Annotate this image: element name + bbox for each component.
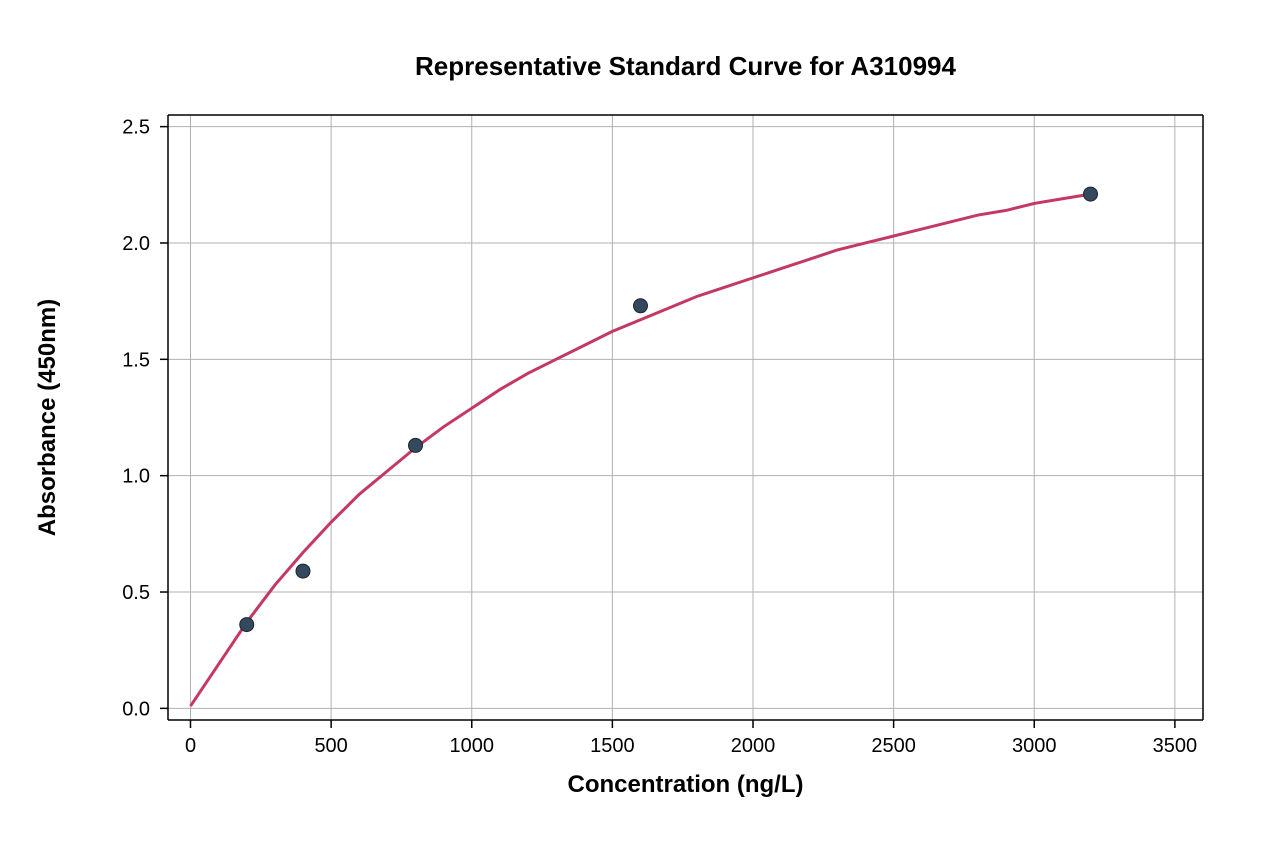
- x-tick-label: 2000: [731, 735, 776, 757]
- x-tick-label: 0: [185, 735, 196, 757]
- x-axis-label: Concentration (ng/L): [568, 771, 804, 798]
- data-point: [409, 438, 423, 452]
- y-tick-label: 1.5: [122, 349, 150, 371]
- x-tick-label: 3000: [1012, 735, 1057, 757]
- y-tick-labels: 0.0 0.5 1.0 1.5 2.0 2.5: [122, 117, 150, 721]
- y-tick-label: 2.5: [122, 117, 150, 139]
- chart-title: Representative Standard Curve for A31099…: [415, 51, 956, 81]
- y-tick-label: 0.0: [122, 698, 150, 720]
- plot-background: [168, 115, 1203, 720]
- y-tick-label: 1.0: [122, 466, 150, 488]
- x-tick-label: 1500: [590, 735, 635, 757]
- data-point: [296, 564, 310, 578]
- data-point: [240, 618, 254, 632]
- chart-container: 0 500 1000 1500 2000 2500 3000 3500 0.0 0.5 1.0 1.…: [0, 0, 1280, 845]
- x-tick-labels: 0 500 1000 1500 2000 2500 3000 3500: [185, 735, 1197, 757]
- standard-curve-chart: 0 500 1000 1500 2000 2500 3000 3500 0.0 0.5 1.0 1.…: [0, 0, 1280, 845]
- data-point: [634, 299, 648, 313]
- x-tick-label: 500: [314, 735, 347, 757]
- x-tick-label: 1000: [450, 735, 495, 757]
- data-point: [1084, 187, 1098, 201]
- x-tick-label: 3500: [1153, 735, 1198, 757]
- y-axis-label: Absorbance (450nm): [34, 299, 61, 536]
- y-tick-label: 2.0: [122, 233, 150, 255]
- x-tick-label: 2500: [871, 735, 916, 757]
- y-tick-label: 0.5: [122, 582, 150, 604]
